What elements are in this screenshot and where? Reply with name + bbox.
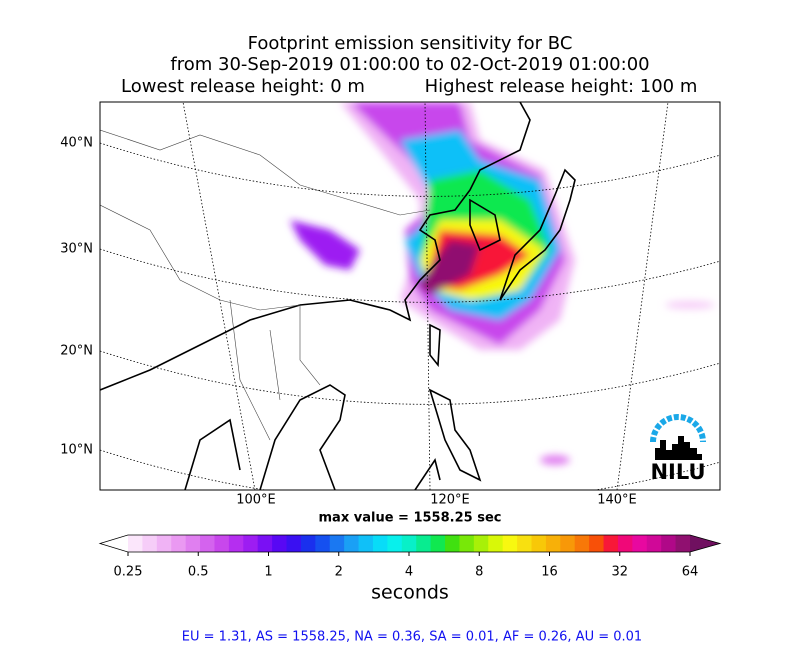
colorbar-label: seconds (371, 582, 449, 604)
colorbar-tick-label: 1 (264, 565, 272, 580)
colorbar-tick-label: 32 (611, 565, 628, 580)
colorbar-swatch (589, 535, 605, 552)
colorbar-swatch (171, 535, 187, 552)
colorbar-swatch (286, 535, 302, 552)
colorbar-swatch (603, 535, 619, 552)
colorbar-tick-label: 0.25 (114, 565, 143, 580)
colorbar-swatch (128, 535, 143, 552)
colorbar-swatch (387, 535, 403, 552)
region-summary: EU = 1.31, AS = 1558.25, NA = 0.36, SA =… (182, 630, 642, 645)
max-value: max value = 1558.25 sec (319, 511, 502, 526)
colorbar-swatch (617, 535, 633, 552)
colorbar-tick-label: 2 (335, 565, 343, 580)
graticule (0, 102, 800, 490)
parallel (100, 142, 720, 197)
colorbar-swatch (372, 535, 388, 552)
parallel (100, 248, 720, 303)
colorbar-swatch (646, 535, 662, 552)
lon-label: 120°E (430, 493, 470, 508)
colorbar-swatch (257, 535, 273, 552)
title: Footprint emission sensitivity for BC (248, 33, 573, 54)
logo-text: NILU (650, 460, 705, 484)
colorbar-swatch (445, 535, 460, 552)
meridian (182, 102, 256, 490)
lat-label: 40°N (60, 136, 93, 151)
borders (100, 129, 431, 441)
colorbar-swatch (545, 535, 561, 552)
colorbar-swatch (315, 535, 331, 552)
colorbar-swatch (531, 535, 547, 552)
colorbar-swatch (142, 535, 158, 552)
colorbar-swatch (228, 535, 244, 552)
map-frame (99, 101, 721, 491)
lowest-height: Lowest release height: 0 m (121, 76, 365, 97)
colorbar-tick-label: 64 (682, 565, 699, 580)
lat-label: 30°N (60, 242, 93, 257)
colorbar-swatch (329, 535, 345, 552)
coastlines (100, 102, 576, 490)
meridian (616, 102, 669, 490)
colorbar-swatch (560, 535, 576, 552)
colorbar-swatch (358, 535, 374, 552)
colorbar-swatch (502, 535, 518, 552)
colorbar-swatch (574, 535, 590, 552)
meridian (790, 102, 800, 490)
colorbar-swatch (488, 535, 504, 552)
nilu-logo: NILU (650, 414, 706, 484)
colorbar-swatch (632, 535, 648, 552)
map (0, 102, 800, 490)
colorbar-swatch (430, 535, 446, 552)
lon-label: 100°E (236, 493, 276, 508)
colorbar-swatch (156, 535, 172, 552)
colorbar-swatch (401, 535, 417, 552)
colorbar-swatch (272, 535, 288, 552)
meridian (0, 102, 80, 490)
colorbar-swatch (243, 535, 259, 552)
colorbar-swatch (214, 535, 230, 552)
colorbar-extend-high (690, 535, 720, 552)
highest-height: Highest release height: 100 m (425, 76, 698, 97)
colorbar-swatch (661, 535, 677, 552)
colorbar-tick-label: 4 (405, 565, 413, 580)
colorbar-swatch (200, 535, 215, 552)
colorbar-tick-label: 16 (541, 565, 558, 580)
lon-label: 140°E (597, 493, 637, 508)
colorbar: 0.25 0.5 1 2 4 8 16 32 64 (98, 534, 722, 580)
period: from 30-Sep-2019 01:00:00 to 02-Oct-2019… (170, 54, 649, 75)
colorbar-swatch (416, 535, 432, 552)
colorbar-swatch (473, 535, 489, 552)
meridian (424, 102, 431, 490)
colorbar-swatch (517, 535, 532, 552)
lat-label: 10°N (60, 443, 93, 458)
colorbar-tick-label: 0.5 (188, 565, 209, 580)
colorbar-swatch (675, 535, 691, 552)
colorbar-tick-label: 8 (475, 565, 483, 580)
lat-label: 20°N (60, 344, 93, 359)
parallel (100, 350, 720, 405)
colorbar-swatch (185, 535, 201, 552)
colorbar-swatch (300, 535, 316, 552)
colorbar-swatch (344, 535, 360, 552)
colorbar-extend-low (100, 535, 128, 552)
colorbar-swatch (459, 535, 475, 552)
